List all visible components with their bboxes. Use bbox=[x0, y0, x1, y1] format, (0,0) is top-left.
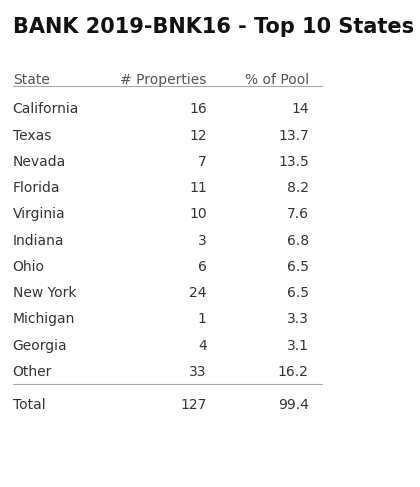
Text: Ohio: Ohio bbox=[13, 260, 45, 274]
Text: 99.4: 99.4 bbox=[278, 398, 309, 412]
Text: 7.6: 7.6 bbox=[287, 207, 309, 221]
Text: 4: 4 bbox=[198, 338, 207, 353]
Text: Other: Other bbox=[13, 365, 52, 379]
Text: # Properties: # Properties bbox=[121, 73, 207, 87]
Text: 14: 14 bbox=[291, 102, 309, 116]
Text: Nevada: Nevada bbox=[13, 155, 66, 169]
Text: 16.2: 16.2 bbox=[278, 365, 309, 379]
Text: Indiana: Indiana bbox=[13, 234, 64, 247]
Text: 3.1: 3.1 bbox=[287, 338, 309, 353]
Text: 127: 127 bbox=[181, 398, 207, 412]
Text: 16: 16 bbox=[189, 102, 207, 116]
Text: 3.3: 3.3 bbox=[287, 312, 309, 326]
Text: Virginia: Virginia bbox=[13, 207, 65, 221]
Text: 12: 12 bbox=[189, 129, 207, 143]
Text: 6.5: 6.5 bbox=[287, 286, 309, 300]
Text: Michigan: Michigan bbox=[13, 312, 75, 326]
Text: 6: 6 bbox=[198, 260, 207, 274]
Text: % of Pool: % of Pool bbox=[245, 73, 309, 87]
Text: 33: 33 bbox=[189, 365, 207, 379]
Text: 6.8: 6.8 bbox=[287, 234, 309, 247]
Text: 10: 10 bbox=[189, 207, 207, 221]
Text: BANK 2019-BNK16 - Top 10 States: BANK 2019-BNK16 - Top 10 States bbox=[13, 17, 414, 37]
Text: Georgia: Georgia bbox=[13, 338, 67, 353]
Text: 13.5: 13.5 bbox=[278, 155, 309, 169]
Text: 11: 11 bbox=[189, 181, 207, 195]
Text: 7: 7 bbox=[198, 155, 207, 169]
Text: State: State bbox=[13, 73, 50, 87]
Text: 1: 1 bbox=[198, 312, 207, 326]
Text: New York: New York bbox=[13, 286, 76, 300]
Text: Florida: Florida bbox=[13, 181, 60, 195]
Text: 24: 24 bbox=[189, 286, 207, 300]
Text: 8.2: 8.2 bbox=[287, 181, 309, 195]
Text: 6.5: 6.5 bbox=[287, 260, 309, 274]
Text: 3: 3 bbox=[198, 234, 207, 247]
Text: Texas: Texas bbox=[13, 129, 51, 143]
Text: Total: Total bbox=[13, 398, 45, 412]
Text: California: California bbox=[13, 102, 79, 116]
Text: 13.7: 13.7 bbox=[278, 129, 309, 143]
